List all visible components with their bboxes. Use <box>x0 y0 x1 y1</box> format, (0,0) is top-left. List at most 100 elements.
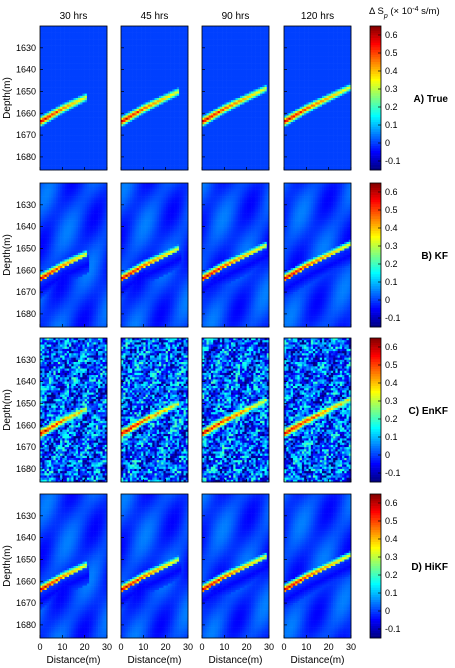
row-label: B) KF <box>421 251 448 262</box>
colorbar-tick-label: 0.5 <box>385 205 398 215</box>
x-axis-label: Distance(m) <box>128 655 182 666</box>
x-tick-label: 20 <box>242 642 252 652</box>
colorbar-tick-label: 0 <box>385 138 390 148</box>
colorbar <box>370 26 381 170</box>
y-tick-label: 1640 <box>16 65 36 75</box>
y-tick-label: 1680 <box>16 620 36 630</box>
y-tick-label: 1650 <box>16 86 36 96</box>
colorbar-tick-label: 0.6 <box>385 498 398 508</box>
y-tick-label: 1670 <box>16 130 36 140</box>
heatmap-panel <box>202 494 269 638</box>
colorbar-tick-label: 0 <box>385 295 390 305</box>
y-tick-label: 1660 <box>16 576 36 586</box>
x-tick-label: 0 <box>118 642 123 652</box>
heatmap-panel <box>40 494 107 638</box>
y-tick-label: 1680 <box>16 464 36 474</box>
y-tick-label: 1660 <box>16 265 36 275</box>
colorbar-tick-label: 0.3 <box>385 396 398 406</box>
y-tick-label: 1640 <box>16 222 36 232</box>
x-tick-label: 10 <box>57 642 67 652</box>
y-tick-label: 1670 <box>16 442 36 452</box>
colorbar-tick-label: -0.1 <box>385 313 401 323</box>
colorbar-title: Δ Sp (× 10-4 s/m) <box>369 6 440 20</box>
y-tick-label: 1670 <box>16 598 36 608</box>
x-tick-label: 30 <box>346 642 356 652</box>
colorbar <box>370 338 381 482</box>
y-tick-label: 1640 <box>16 377 36 387</box>
heatmap-panel <box>202 183 269 327</box>
colorbar-tick-label: 0.6 <box>385 187 398 197</box>
colorbar-tick-label: 0.5 <box>385 360 398 370</box>
y-axis-label: Depth(m) <box>2 77 13 119</box>
column-title: 30 hrs <box>60 11 88 22</box>
x-tick-label: 0 <box>37 642 42 652</box>
colorbar-tick-label: -0.1 <box>385 468 401 478</box>
colorbar-tick-label: 0.1 <box>385 120 398 130</box>
colorbar <box>370 183 381 327</box>
x-tick-label: 30 <box>102 642 112 652</box>
y-tick-label: 1680 <box>16 309 36 319</box>
colorbar-tick-label: 0.4 <box>385 378 398 388</box>
colorbar <box>370 494 381 638</box>
y-tick-label: 1670 <box>16 287 36 297</box>
y-tick-label: 1660 <box>16 108 36 118</box>
heatmap-panel <box>121 338 188 482</box>
x-tick-label: 20 <box>324 642 334 652</box>
x-axis-label: Distance(m) <box>291 655 345 666</box>
colorbar-tick-label: 0.2 <box>385 102 398 112</box>
x-tick-label: 0 <box>281 642 286 652</box>
x-tick-label: 10 <box>138 642 148 652</box>
column-title: 120 hrs <box>301 11 334 22</box>
y-tick-label: 1630 <box>16 200 36 210</box>
x-tick-label: 0 <box>199 642 204 652</box>
colorbar-tick-label: 0 <box>385 606 390 616</box>
colorbar-tick-label: 0.1 <box>385 277 398 287</box>
y-tick-label: 1650 <box>16 243 36 253</box>
x-tick-label: 20 <box>80 642 90 652</box>
heatmap-panel <box>40 26 107 170</box>
row-label: A) True <box>414 94 449 105</box>
colorbar-tick-label: 0.5 <box>385 516 398 526</box>
y-tick-label: 1650 <box>16 554 36 564</box>
colorbar-tick-label: 0.6 <box>385 342 398 352</box>
y-axis-label: Depth(m) <box>2 234 13 276</box>
colorbar-tick-label: 0.4 <box>385 66 398 76</box>
y-tick-label: 1630 <box>16 355 36 365</box>
heatmap-panel <box>284 26 351 170</box>
heatmap-panel <box>40 338 107 482</box>
x-tick-label: 20 <box>161 642 171 652</box>
colorbar-tick-label: 0.6 <box>385 30 398 40</box>
row-label: D) HiKF <box>411 562 448 573</box>
column-title: 90 hrs <box>222 11 250 22</box>
x-axis-label: Distance(m) <box>47 655 101 666</box>
colorbar-tick-label: 0.1 <box>385 432 398 442</box>
colorbar-tick-label: -0.1 <box>385 156 401 166</box>
row-label: C) EnKF <box>409 406 448 417</box>
y-axis-label: Depth(m) <box>2 545 13 587</box>
x-axis-label: Distance(m) <box>209 655 263 666</box>
heatmap-panel <box>284 338 351 482</box>
heatmap-panel <box>202 26 269 170</box>
x-tick-label: 10 <box>301 642 311 652</box>
y-tick-label: 1680 <box>16 152 36 162</box>
colorbar-tick-label: 0.1 <box>385 588 398 598</box>
colorbar-tick-label: 0 <box>385 450 390 460</box>
colorbar-tick-label: 0.2 <box>385 259 398 269</box>
colorbar-tick-label: -0.1 <box>385 624 401 634</box>
colorbar-tick-label: 0.3 <box>385 84 398 94</box>
colorbar-tick-label: 0.2 <box>385 414 398 424</box>
heatmap-panel <box>121 494 188 638</box>
heatmap-panel <box>121 26 188 170</box>
x-tick-label: 10 <box>219 642 229 652</box>
colorbar-tick-label: 0.2 <box>385 570 398 580</box>
y-tick-label: 1640 <box>16 533 36 543</box>
colorbar-tick-label: 0.5 <box>385 48 398 58</box>
y-tick-label: 1650 <box>16 398 36 408</box>
heatmap-panel <box>202 338 269 482</box>
heatmap-panel <box>284 183 351 327</box>
heatmap-panel <box>121 183 188 327</box>
colorbar-tick-label: 0.4 <box>385 223 398 233</box>
x-tick-label: 30 <box>264 642 274 652</box>
y-tick-label: 1630 <box>16 43 36 53</box>
